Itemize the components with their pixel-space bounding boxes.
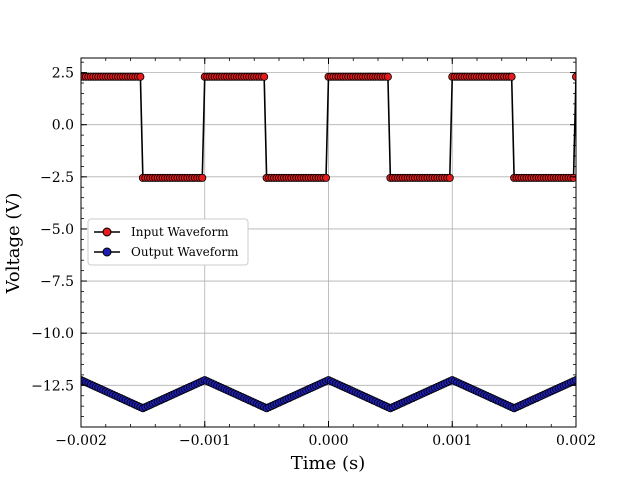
x-tick-label: −0.001 xyxy=(179,433,231,449)
data-point-input xyxy=(445,173,454,182)
y-tick-label: 2.5 xyxy=(52,66,74,82)
data-point-input xyxy=(136,72,145,81)
x-tick-label: 0.001 xyxy=(432,433,472,449)
series-group xyxy=(81,72,576,413)
y-tick-label: −12.5 xyxy=(31,378,74,394)
x-axis-title: Time (s) xyxy=(291,453,366,474)
data-point-input xyxy=(322,173,331,182)
legend: Input Waveform Output Waveform xyxy=(87,218,249,266)
data-point-input xyxy=(198,173,207,182)
y-axis-title: Voltage (V) xyxy=(3,193,24,295)
y-tick-label: −7.5 xyxy=(40,274,74,290)
y-tick-label: −2.5 xyxy=(40,170,74,186)
legend-label-output: Output Waveform xyxy=(131,245,239,259)
x-tick-label: 0.000 xyxy=(308,433,348,449)
legend-marker-output xyxy=(102,247,112,257)
data-point-input xyxy=(260,72,269,81)
data-point-output xyxy=(572,376,576,385)
x-tick-label: 0.002 xyxy=(556,433,596,449)
y-tick-label: −10.0 xyxy=(31,326,74,342)
ticks xyxy=(80,58,577,428)
y-tick-label: −5.0 xyxy=(40,222,74,238)
data-point-input xyxy=(569,173,576,182)
data-point-input xyxy=(572,72,576,81)
x-tick-label: −0.002 xyxy=(55,433,107,449)
data-point-input xyxy=(507,72,516,81)
series-layer xyxy=(81,72,576,413)
y-tick-label: 0.0 xyxy=(52,118,74,134)
tick-labels: −0.002 −0.001 0.000 0.001 0.002 2.5 0.0 −2.5 −5.… xyxy=(31,66,596,449)
data-point-input xyxy=(383,72,392,81)
legend-box xyxy=(87,218,249,266)
legend-marker-input xyxy=(102,227,112,237)
legend-label-input: Input Waveform xyxy=(131,225,229,239)
